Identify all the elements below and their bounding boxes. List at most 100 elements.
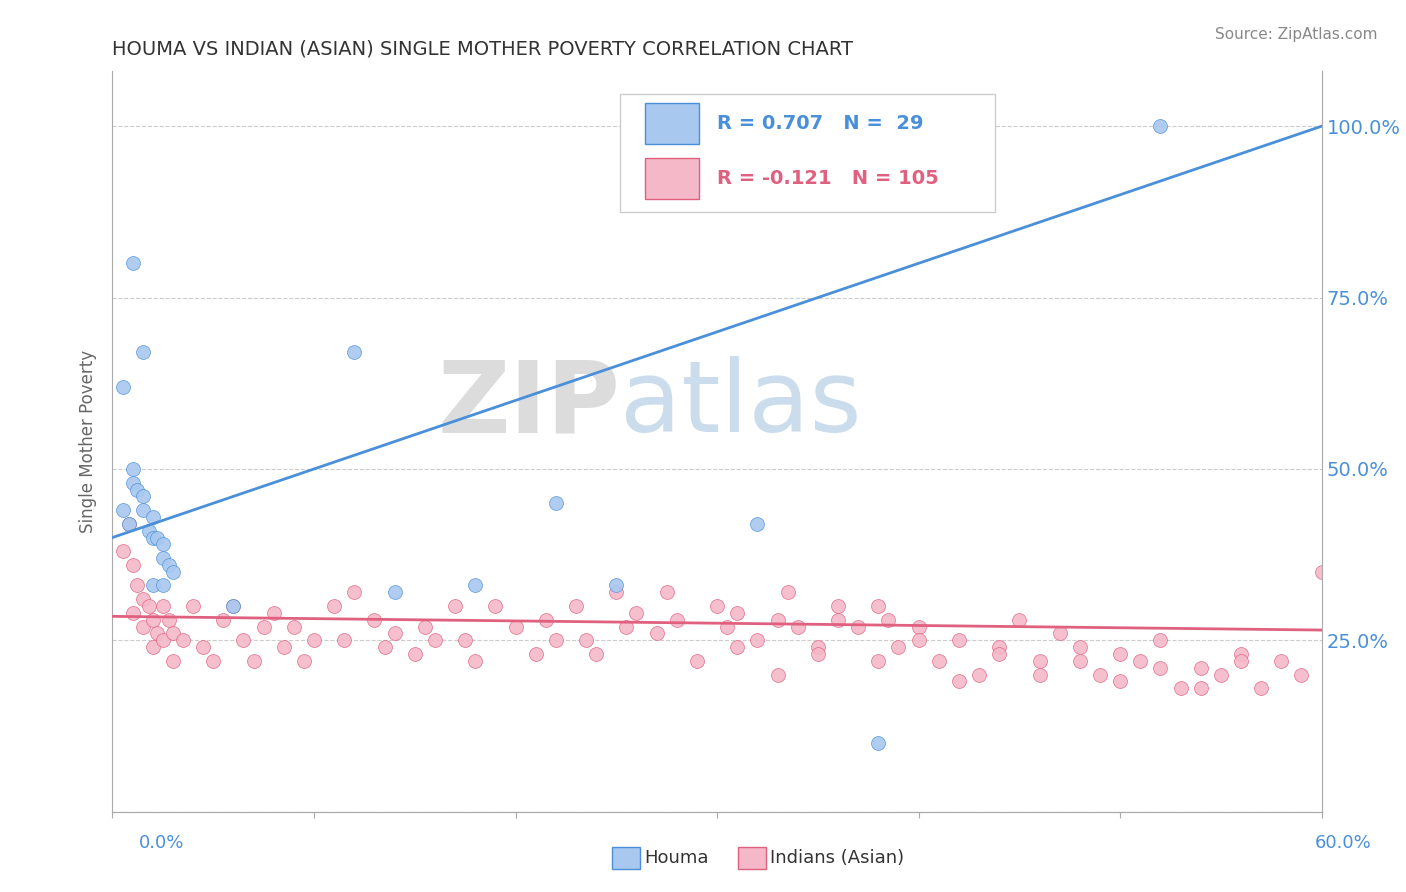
Point	[1088, 667, 1111, 681]
Point	[374, 640, 396, 655]
Text: ZIP: ZIP	[437, 356, 620, 453]
Point	[846, 619, 869, 633]
Point	[807, 647, 830, 661]
Point	[333, 633, 356, 648]
Point	[142, 531, 165, 545]
Point	[117, 516, 139, 531]
Point	[1028, 654, 1050, 668]
Point	[121, 606, 143, 620]
Point	[125, 578, 148, 592]
Point	[117, 516, 139, 531]
Point	[1109, 647, 1132, 661]
Point	[363, 613, 385, 627]
Point	[1129, 654, 1152, 668]
Text: Indians (Asian): Indians (Asian)	[770, 849, 904, 867]
Point	[565, 599, 588, 613]
Point	[343, 585, 366, 599]
Point	[747, 516, 769, 531]
Point	[152, 578, 174, 592]
Point	[283, 619, 305, 633]
Point	[988, 647, 1011, 661]
Point	[454, 633, 477, 648]
Point	[202, 654, 225, 668]
Text: 60.0%: 60.0%	[1315, 834, 1371, 852]
Point	[464, 578, 486, 592]
Point	[142, 578, 165, 592]
Point	[146, 626, 169, 640]
Point	[111, 380, 134, 394]
Point	[1109, 674, 1132, 689]
FancyBboxPatch shape	[644, 159, 699, 199]
Point	[138, 599, 160, 613]
Point	[302, 633, 325, 648]
Point	[253, 619, 276, 633]
Point	[152, 599, 174, 613]
Text: HOUMA VS INDIAN (ASIAN) SINGLE MOTHER POVERTY CORRELATION CHART: HOUMA VS INDIAN (ASIAN) SINGLE MOTHER PO…	[112, 39, 853, 59]
Point	[786, 619, 808, 633]
Point	[747, 633, 769, 648]
Point	[404, 647, 426, 661]
Point	[544, 496, 567, 510]
Point	[222, 599, 245, 613]
Text: Houma: Houma	[644, 849, 709, 867]
Point	[263, 606, 285, 620]
Point	[152, 537, 174, 551]
Point	[868, 736, 890, 750]
Point	[292, 654, 315, 668]
Text: Source: ZipAtlas.com: Source: ZipAtlas.com	[1215, 27, 1378, 42]
Point	[132, 489, 155, 503]
Point	[1209, 667, 1232, 681]
Point	[1310, 565, 1333, 579]
Point	[907, 619, 929, 633]
Text: atlas: atlas	[620, 356, 862, 453]
Point	[686, 654, 709, 668]
Point	[868, 599, 890, 613]
Point	[505, 619, 527, 633]
Point	[716, 619, 738, 633]
Point	[868, 654, 890, 668]
Point	[125, 483, 148, 497]
Point	[152, 551, 174, 566]
Point	[1250, 681, 1272, 696]
Point	[121, 462, 143, 476]
Point	[121, 256, 143, 270]
Point	[222, 599, 245, 613]
Point	[887, 640, 910, 655]
Point	[655, 585, 678, 599]
Point	[162, 654, 184, 668]
Point	[157, 613, 180, 627]
Point	[1189, 661, 1212, 675]
Point	[907, 633, 929, 648]
Point	[575, 633, 598, 648]
Point	[1189, 681, 1212, 696]
Point	[162, 626, 184, 640]
Point	[766, 613, 789, 627]
Point	[766, 667, 789, 681]
Point	[142, 613, 165, 627]
Point	[212, 613, 235, 627]
Point	[665, 613, 688, 627]
Point	[1049, 626, 1071, 640]
Point	[1028, 667, 1050, 681]
Point	[138, 524, 160, 538]
Point	[645, 626, 668, 640]
Point	[706, 599, 728, 613]
Point	[1230, 654, 1253, 668]
Point	[605, 585, 627, 599]
Point	[544, 633, 567, 648]
Point	[827, 613, 849, 627]
Point	[162, 565, 184, 579]
Point	[1149, 661, 1171, 675]
Point	[181, 599, 204, 613]
Point	[146, 531, 169, 545]
Point	[807, 640, 830, 655]
Point	[614, 619, 637, 633]
Point	[1291, 667, 1313, 681]
Point	[948, 674, 970, 689]
Point	[384, 585, 406, 599]
Point	[626, 606, 648, 620]
Text: R = -0.121   N = 105: R = -0.121 N = 105	[717, 169, 939, 188]
Point	[928, 654, 950, 668]
Point	[988, 640, 1011, 655]
Point	[157, 558, 180, 572]
